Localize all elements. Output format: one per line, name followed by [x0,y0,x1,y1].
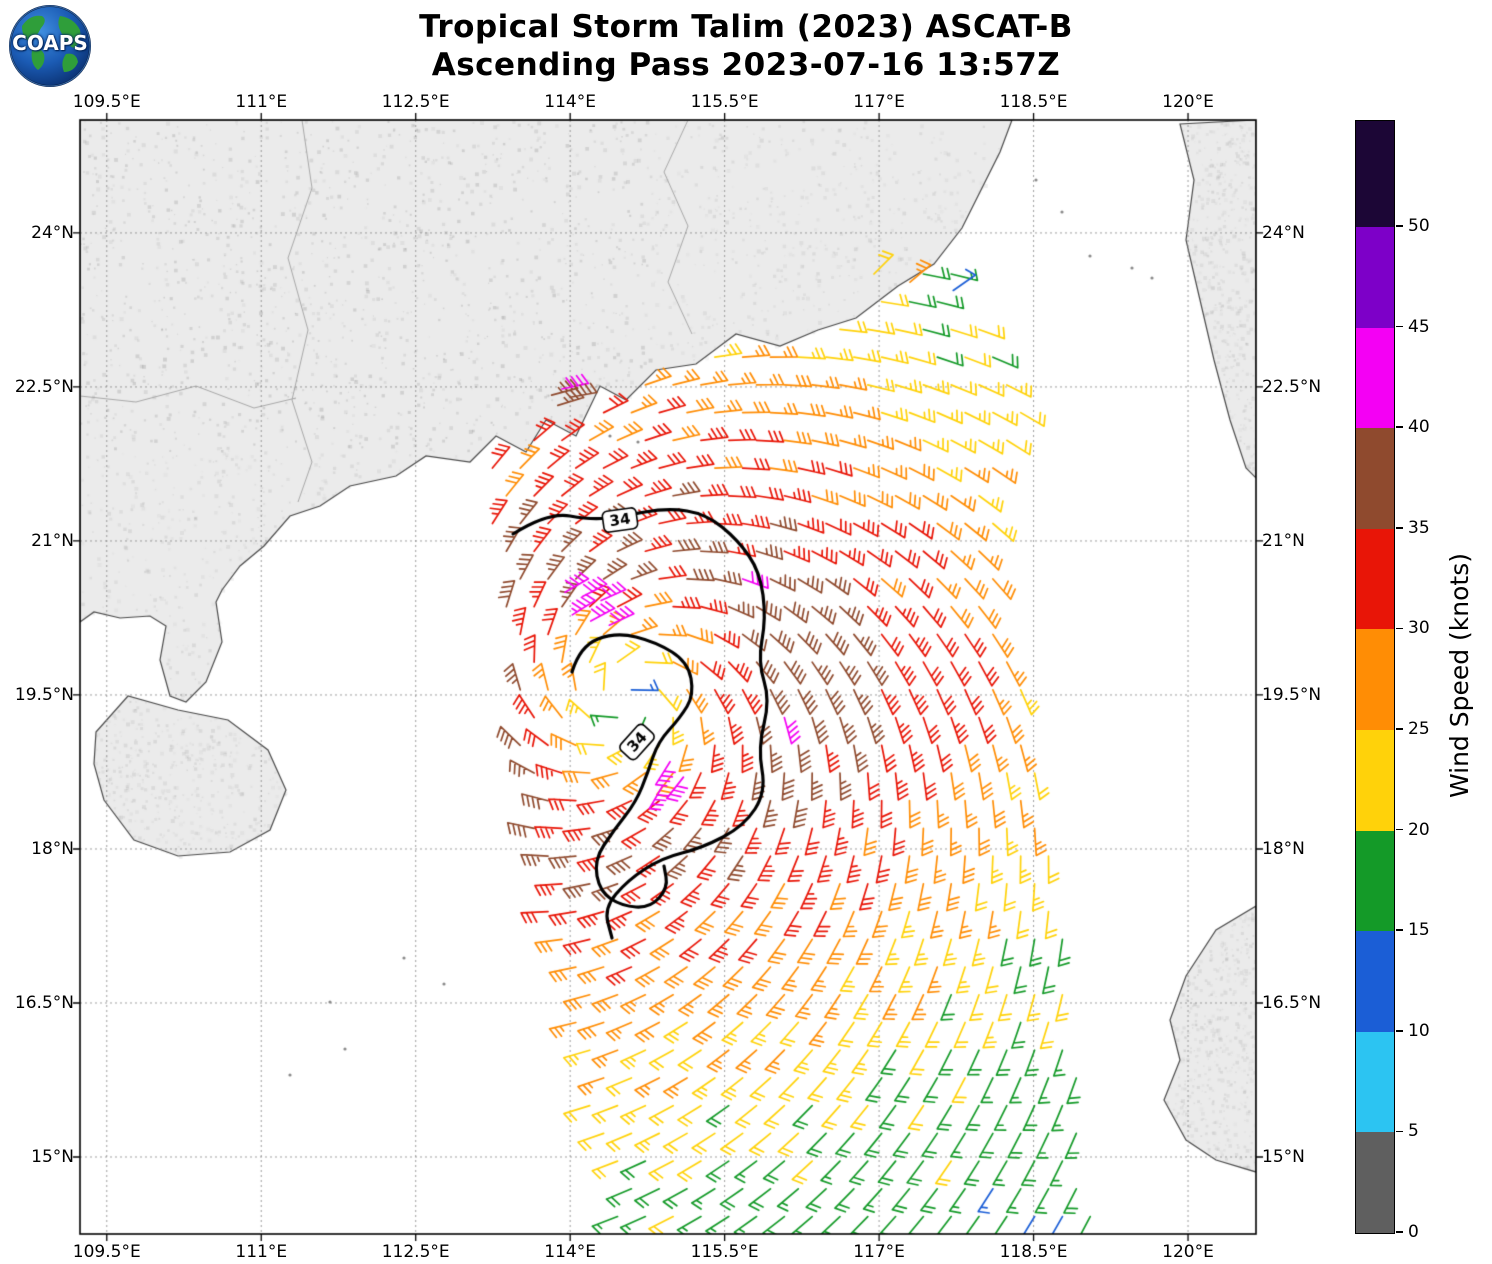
colorbar-segment [1356,528,1394,630]
colorbar-tick-label: 10 [1408,1020,1430,1041]
y-tick-label-right: 18°N [1262,838,1305,859]
y-tick-label-right: 16.5°N [1262,992,1322,1013]
figure-title-line2: Ascending Pass 2023-07-16 13:57Z [431,47,1061,83]
colorbar-tick-label: 20 [1408,819,1430,840]
y-tick-label-left: 22.5°N [14,376,74,397]
colorbar-tickmark [1396,828,1403,831]
colorbar-tick-label: 5 [1408,1121,1419,1142]
y-tick-label-left: 19.5°N [14,684,74,705]
x-tick-label-top: 118.5°E [999,92,1068,112]
y-tick-label-right: 19.5°N [1262,684,1322,705]
colorbar-segment [1356,121,1394,227]
colorbar-tick-label: 45 [1408,316,1430,337]
x-tick-label-top: 117°E [853,92,905,112]
colorbar-tickmark [1396,1231,1403,1233]
colorbar-tick-label: 25 [1408,719,1430,739]
colorbar-tick-label: 35 [1408,517,1430,538]
y-tick-label-left: 18°N [31,838,74,859]
colorbar-segment [1356,730,1394,831]
colorbar-tickmark [1396,225,1403,227]
x-tick-label-bottom: 109.5°E [72,1242,141,1262]
colorbar-tickmark [1396,527,1403,529]
colorbar-segment [1356,830,1394,932]
wind-speed-colorbar [1355,120,1395,1234]
colorbar-segment [1356,931,1394,1032]
x-tick-label-bottom: 115.5°E [690,1242,759,1262]
x-tick-label-top: 115.5°E [690,92,759,112]
x-tick-label-bottom: 112.5°E [381,1242,450,1262]
colorbar-tickmark [1396,929,1403,931]
colorbar-segment [1356,1132,1394,1233]
globe-icon [9,5,91,87]
x-tick-label-top: 112.5°E [381,92,450,112]
colorbar-tick-label: 50 [1408,216,1430,236]
x-tick-label-bottom: 114°E [544,1242,596,1262]
colorbar-segment [1356,629,1394,730]
coaps-logo-text: COAPS [12,31,88,55]
y-tick-label-right: 15°N [1262,1146,1305,1167]
colorbar-tickmark [1396,1130,1403,1133]
x-tick-label-top: 120°E [1162,92,1214,112]
x-tick-label-bottom: 120°E [1162,1242,1214,1262]
colorbar-tickmark [1396,1030,1403,1032]
x-tick-label-bottom: 117°E [853,1242,905,1262]
colorbar-tickmark [1396,728,1403,730]
x-tick-label-top: 111°E [235,92,288,112]
x-tick-label-top: 109.5°E [72,92,141,112]
y-tick-label-left: 15°N [31,1146,74,1167]
y-tick-label-right: 22.5°N [1262,376,1322,397]
colorbar-title: Wind Speed (knots) [1444,553,1474,799]
y-tick-label-left: 21°N [31,530,74,551]
colorbar-segment [1356,1031,1394,1133]
colorbar-tick-label: 15 [1408,920,1430,941]
x-tick-label-top: 114°E [544,92,596,112]
colorbar-segment [1356,327,1394,429]
y-tick-label-right: 21°N [1262,530,1305,551]
colorbar-tick-label: 30 [1408,618,1430,639]
colorbar-tickmark [1396,325,1403,328]
colorbar-tick-label: 40 [1408,417,1430,438]
colorbar-tickmark [1396,627,1403,630]
colorbar-tickmark [1396,426,1403,428]
y-tick-label-right: 24°N [1262,222,1305,243]
colorbar-segment [1356,428,1394,529]
y-tick-label-left: 24°N [31,222,74,243]
colorbar-tick-label: 0 [1408,1222,1419,1242]
colorbar-segment [1356,227,1394,328]
figure-title-line1: Tropical Storm Talim (2023) ASCAT-B [419,9,1073,45]
y-tick-label-left: 16.5°N [14,992,74,1013]
coaps-logo: COAPS [8,4,92,88]
figure-title: Tropical Storm Talim (2023) ASCAT-B Asce… [0,8,1492,84]
x-tick-label-bottom: 111°E [235,1242,288,1262]
x-tick-label-bottom: 118.5°E [999,1242,1068,1262]
